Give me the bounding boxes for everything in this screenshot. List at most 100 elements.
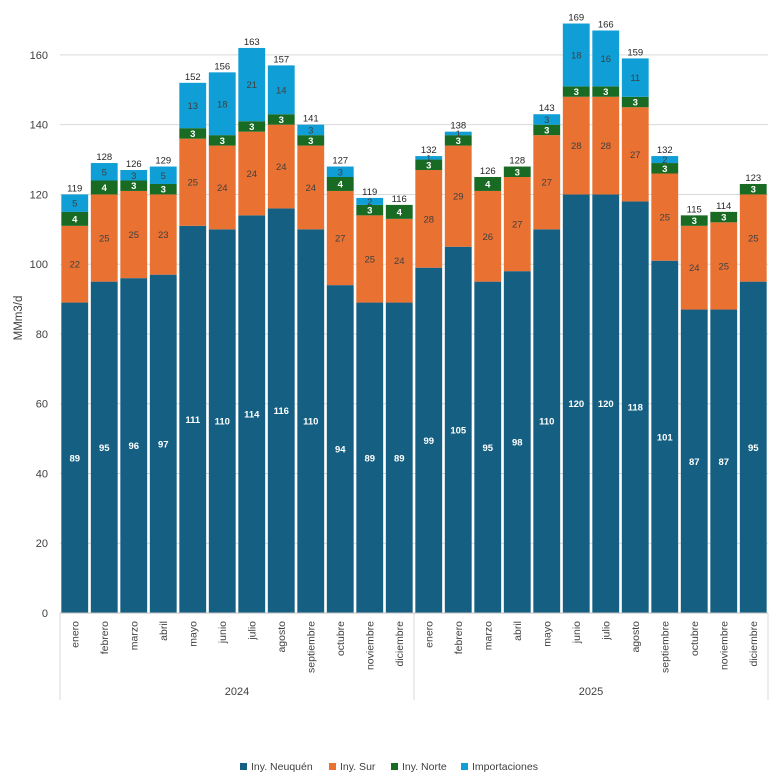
data-label: 24 [276, 162, 287, 173]
x-tick-label: julio [246, 621, 258, 641]
data-label: 98 [512, 438, 523, 449]
legend-swatch [391, 763, 398, 770]
y-tick-label: 20 [36, 538, 48, 550]
bar-segment [267, 114, 295, 125]
total-label: 141 [303, 114, 319, 125]
bar-segment [238, 121, 266, 132]
data-label: 3 [721, 213, 726, 224]
x-axis: enero febrero marzo abril mayo junio julio agos… [59, 612, 769, 700]
data-label: 5 [161, 171, 166, 182]
x-tick-label: abril [512, 621, 524, 641]
x-tick-label: octubre [689, 621, 701, 656]
data-label: 4 [485, 179, 491, 190]
bar-segment [444, 145, 472, 247]
total-label: 126 [480, 166, 496, 177]
data-label: 28 [571, 141, 582, 152]
data-label: 29 [453, 192, 464, 203]
data-label: 24 [689, 263, 700, 274]
data-label: 114 [244, 410, 260, 421]
data-label: 25 [364, 254, 375, 265]
total-label: 163 [244, 37, 260, 48]
bar-segment [238, 131, 266, 216]
data-label: 116 [274, 406, 289, 417]
bar-segment [179, 82, 207, 129]
data-label: 2 [662, 155, 667, 166]
bar-segment [326, 177, 354, 191]
x-tick-label: febrero [99, 621, 111, 654]
data-label: 3 [308, 136, 313, 147]
data-label: 118 [628, 403, 643, 414]
data-label: 21 [246, 80, 257, 91]
bar-segment [326, 190, 354, 286]
bar-segment [149, 166, 177, 184]
bar-segment [562, 194, 590, 613]
data-label: 3 [308, 125, 313, 136]
bar-segment [415, 159, 443, 171]
bar-segment [297, 145, 325, 230]
data-label: 25 [128, 230, 139, 241]
bar-segment [208, 145, 236, 230]
data-label: 101 [657, 432, 674, 443]
data-label: 25 [718, 261, 729, 272]
data-label: 25 [99, 234, 110, 245]
bar-segment [179, 138, 207, 226]
x-tick-label: mayo [541, 621, 553, 647]
data-label: 94 [335, 445, 346, 456]
x-tick-label: diciembre [748, 621, 760, 667]
y-tick-label: 120 [30, 189, 48, 201]
x-tick-label: febrero [453, 621, 465, 654]
bar-segment [680, 215, 708, 226]
data-label: 111 [185, 415, 201, 426]
legend-label: Iny. Neuquén [251, 761, 313, 773]
data-labels: 8922451199525451289625331269723351291112… [67, 13, 761, 468]
data-label: 24 [394, 256, 405, 267]
x-tick-label: septiembre [305, 621, 317, 673]
total-label: 128 [96, 152, 112, 163]
x-tick-label: enero [423, 621, 435, 648]
bar-segment [651, 173, 679, 261]
bar-segment [533, 124, 561, 136]
bar-segment [739, 194, 767, 282]
data-label: 89 [69, 453, 80, 464]
bar-segment [621, 107, 649, 202]
bar-segment [562, 86, 590, 97]
legend: Iny. Neuquén Iny. Sur Iny. Norte Importacio… [240, 761, 538, 773]
bar-segment [120, 180, 148, 191]
data-label: 87 [718, 457, 729, 468]
data-label: 3 [190, 129, 195, 140]
data-label: 3 [367, 206, 372, 217]
bar-segment [739, 183, 767, 195]
legend-swatch [240, 763, 247, 770]
total-label: 166 [598, 20, 614, 31]
data-label: 4 [72, 214, 78, 225]
data-label: 120 [598, 399, 614, 410]
data-label: 13 [187, 101, 198, 112]
total-label: 143 [539, 103, 555, 114]
data-label: 2 [367, 197, 372, 208]
bar-segment [651, 163, 679, 174]
data-label: 28 [600, 141, 611, 152]
x-tick-label: abril [158, 621, 170, 641]
bar-segment [90, 281, 118, 613]
legend-label: Importaciones [472, 761, 538, 773]
x-tick-label: agosto [630, 621, 642, 653]
bar-segment [356, 204, 384, 216]
data-label: 3 [131, 181, 136, 192]
bar-segment [120, 278, 148, 613]
data-label: 4 [102, 183, 108, 194]
data-label: 95 [99, 443, 110, 454]
bar-segment [533, 114, 561, 125]
data-label: 23 [158, 230, 169, 241]
x-tick-label: septiembre [659, 621, 671, 673]
total-label: 132 [657, 145, 673, 156]
data-label: 3 [249, 122, 254, 133]
data-label: 3 [131, 171, 136, 182]
total-label: 169 [568, 13, 584, 24]
x-tick-label: julio [600, 621, 612, 641]
y-tick-label: 40 [36, 468, 48, 480]
x-tick-label: marzo [482, 621, 494, 650]
y-axis-title: MMm3/d [13, 296, 25, 341]
x-tick-label: agosto [276, 621, 288, 653]
data-label: 16 [600, 54, 611, 65]
